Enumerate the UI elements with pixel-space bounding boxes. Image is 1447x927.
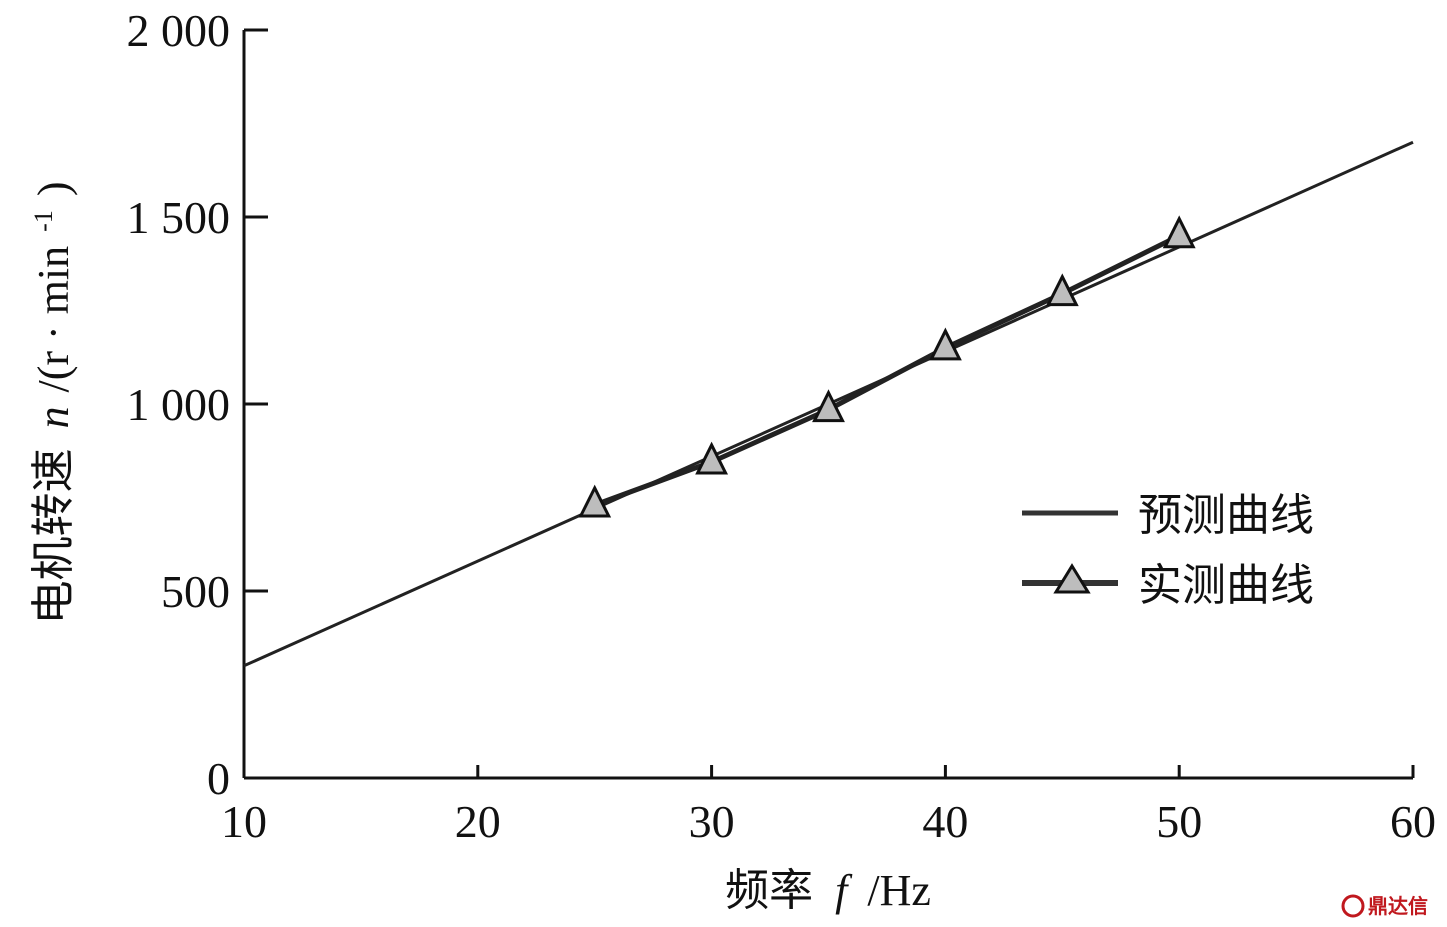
series-measured-point (928, 327, 962, 361)
legend: 预测曲线 实测曲线 (1022, 490, 1314, 611)
watermark-logo-icon (1341, 894, 1365, 918)
y-tick-label: 1 500 (127, 192, 231, 243)
y-axis-title-exponent: -1 (29, 210, 58, 232)
series-measured-point (1162, 215, 1196, 249)
legend-label-measured: 实测曲线 (1138, 560, 1314, 611)
x-tick-label: 60 (1390, 796, 1436, 847)
x-tick-label: 40 (922, 796, 968, 847)
x-tick-label: 30 (689, 796, 735, 847)
series-measured-point (1045, 273, 1079, 307)
x-axis-ticks: 10 20 30 40 50 60 (221, 765, 1436, 847)
y-tick-label: 1 000 (127, 379, 231, 430)
x-axis-title-prefix: 频率 (725, 865, 813, 916)
x-axis-title-symbol: f (835, 866, 853, 915)
y-axis-title-close: ) (29, 182, 78, 197)
y-axis-title: 电机转速 n /(r · min -1 ) (12, 182, 79, 625)
series-measured-line (593, 233, 1181, 508)
legend-marker-measured (1053, 563, 1091, 594)
y-axis-title-prefix: 电机转速 (28, 448, 79, 624)
series-measured-point (812, 389, 845, 423)
y-tick-label: 0 (207, 753, 230, 804)
x-tick-label: 50 (1156, 796, 1202, 847)
series-layer (243, 140, 1414, 668)
watermark: 鼎达信 (1341, 894, 1428, 918)
y-axis-title-symbol: n (29, 406, 78, 428)
series-measured-point (578, 484, 612, 518)
x-tick-label: 10 (221, 796, 267, 847)
y-axis-title-unit: /(r · min (29, 246, 78, 393)
y-tick-label: 2 000 (127, 5, 231, 56)
y-tick-label: 500 (161, 566, 230, 617)
x-tick-label: 20 (455, 796, 501, 847)
x-axis-title-unit: /Hz (867, 866, 931, 915)
y-axis-ticks: 0 500 1 000 1 500 2 000 (127, 5, 268, 804)
legend-label-predicted: 预测曲线 (1138, 490, 1314, 541)
series-measured-point (695, 441, 729, 475)
watermark-text: 鼎达信 (1368, 894, 1428, 918)
x-axis-title: 频率 f /Hz (725, 865, 931, 916)
